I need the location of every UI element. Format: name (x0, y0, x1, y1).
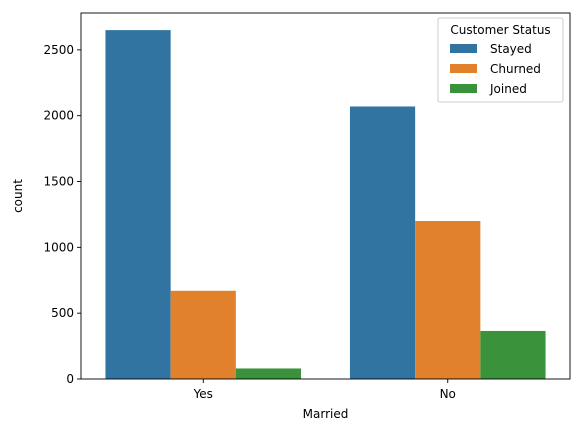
legend-box (437, 17, 564, 103)
y-tick-label: 2500 (43, 43, 74, 57)
x-tick-label: No (440, 387, 456, 401)
x-axis-label: Married (303, 407, 349, 421)
y-axis-label: count (11, 179, 25, 213)
y-tick-label: 1500 (43, 175, 74, 189)
bars-group (105, 30, 546, 379)
legend-label-stayed: Stayed (490, 42, 532, 56)
legend: Customer Status Stayed Churned Joined (437, 17, 564, 103)
legend-title: Customer Status (450, 23, 550, 37)
legend-swatch-stayed (450, 44, 477, 53)
legend-label-churned: Churned (490, 62, 541, 76)
bar-joined-no (480, 330, 546, 379)
y-tick-label: 0 (66, 372, 74, 386)
bar-stayed-yes (105, 30, 171, 379)
y-tick-label: 1000 (43, 240, 74, 254)
y-axis: 0 500 1000 1500 2000 2500 (43, 43, 81, 386)
legend-swatch-joined (450, 84, 477, 93)
y-tick-label: 500 (51, 306, 74, 320)
bar-churned-no (415, 221, 481, 379)
legend-swatch-churned (450, 64, 477, 73)
legend-items: Stayed Churned Joined (450, 42, 541, 96)
x-axis: Yes No (193, 379, 456, 401)
bar-stayed-no (349, 106, 416, 379)
bar-joined-yes (235, 368, 302, 379)
x-tick-label: Yes (193, 387, 213, 401)
y-tick-label: 2000 (43, 109, 74, 123)
plot-frame (80, 12, 571, 380)
bar-churned-yes (170, 290, 236, 379)
legend-label-joined: Joined (489, 82, 527, 96)
